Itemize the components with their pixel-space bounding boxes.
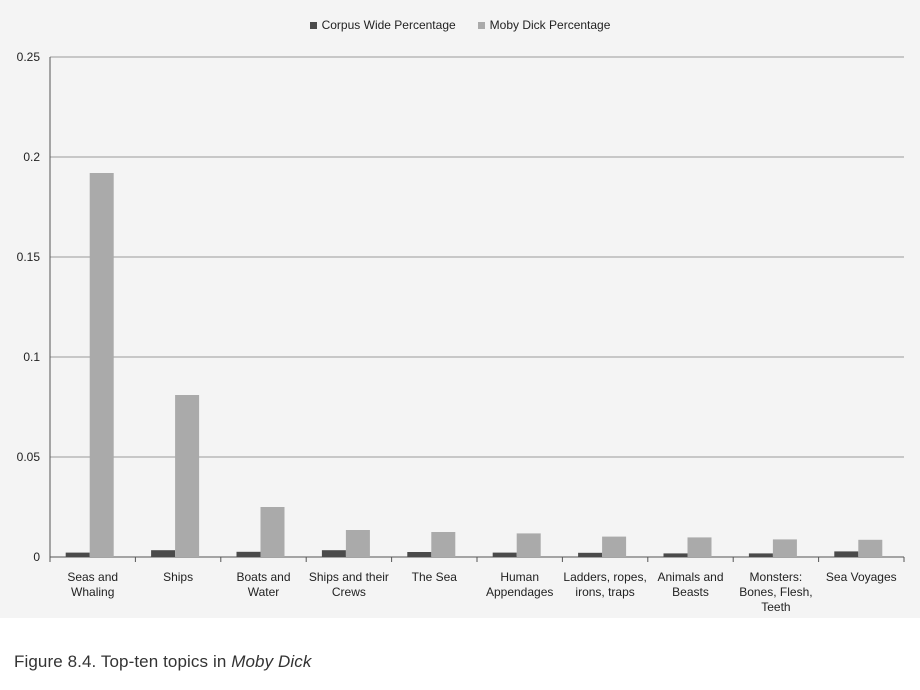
legend-label-corpus: Corpus Wide Percentage — [321, 18, 456, 32]
y-tick-label: 0.05 — [17, 450, 41, 464]
y-tick-label: 0.15 — [17, 250, 41, 264]
bar-corpus — [236, 551, 261, 557]
x-tick-label: Sea Voyages — [826, 570, 897, 584]
x-tick-label: Ladders, ropes, — [563, 570, 646, 584]
bar-corpus — [492, 552, 517, 557]
x-tick-label: The Sea — [412, 570, 458, 584]
bar-moby — [89, 173, 114, 557]
x-tick-label: Crews — [332, 585, 366, 599]
legend-swatch-corpus — [309, 21, 317, 29]
bar-moby — [260, 507, 285, 557]
caption-prefix: Figure 8.4. Top-ten topics in — [14, 652, 232, 671]
bar-corpus — [578, 552, 603, 557]
x-tick-label: Beasts — [672, 585, 709, 599]
x-tick-label: Boats and — [236, 570, 290, 584]
bar-moby — [431, 532, 456, 557]
x-tick-label: Bones, Flesh, — [739, 585, 812, 599]
legend-label-moby: Moby Dick Percentage — [489, 18, 611, 32]
y-tick-label: 0.25 — [17, 50, 41, 64]
chart-area: Corpus Wide Percentage Moby Dick Percent… — [0, 0, 920, 618]
legend-swatch-moby — [477, 21, 485, 29]
legend-item-corpus: Corpus Wide Percentage — [309, 18, 456, 32]
caption-title: Moby Dick — [231, 652, 312, 671]
legend: Corpus Wide Percentage Moby Dick Percent… — [0, 18, 920, 32]
bar-moby — [687, 537, 712, 557]
bar-moby — [602, 536, 627, 557]
x-tick-label: Human — [500, 570, 539, 584]
x-tick-label: Monsters: — [750, 570, 803, 584]
bar-corpus — [407, 552, 432, 557]
bar-moby — [345, 530, 370, 557]
x-tick-label: Whaling — [71, 585, 114, 599]
x-tick-label: Seas and — [67, 570, 118, 584]
x-tick-label: Ships — [163, 570, 193, 584]
bar-corpus — [663, 553, 688, 557]
x-tick-label: Animals and — [657, 570, 723, 584]
bar-moby — [858, 539, 883, 557]
bar-moby — [175, 395, 200, 557]
figure-caption: Figure 8.4. Top-ten topics in Moby Dick — [14, 652, 311, 672]
y-tick-label: 0.2 — [23, 150, 40, 164]
y-tick-label: 0.1 — [23, 350, 40, 364]
x-tick-label: Appendages — [486, 585, 553, 599]
x-tick-label: Teeth — [761, 600, 790, 614]
x-tick-label: irons, traps — [575, 585, 634, 599]
legend-item-moby: Moby Dick Percentage — [477, 18, 611, 32]
bar-corpus — [748, 553, 773, 557]
bar-moby — [516, 533, 541, 557]
bar-moby — [772, 539, 797, 557]
y-tick-label: 0 — [33, 550, 40, 564]
x-tick-label: Water — [248, 585, 280, 599]
bar-corpus — [151, 550, 176, 557]
bar-corpus — [834, 551, 859, 557]
bar-corpus — [321, 550, 346, 557]
bar-corpus — [65, 552, 90, 557]
x-tick-label: Ships and their — [309, 570, 389, 584]
